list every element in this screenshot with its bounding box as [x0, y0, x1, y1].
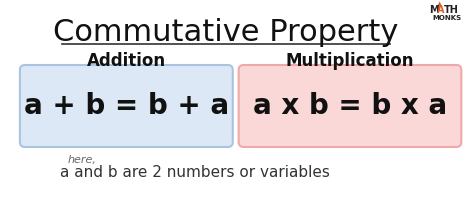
- Polygon shape: [438, 2, 442, 6]
- Text: M: M: [429, 5, 439, 15]
- Text: MONKS: MONKS: [432, 15, 461, 21]
- Text: a x b = b x a: a x b = b x a: [253, 92, 447, 120]
- Text: a and b are 2 numbers or variables: a and b are 2 numbers or variables: [60, 165, 330, 180]
- Text: Commutative Property: Commutative Property: [53, 18, 399, 47]
- Text: a + b = b + a: a + b = b + a: [24, 92, 229, 120]
- Text: Multiplication: Multiplication: [286, 52, 414, 70]
- FancyBboxPatch shape: [20, 65, 233, 147]
- Text: TH: TH: [444, 5, 459, 15]
- Text: Addition: Addition: [87, 52, 166, 70]
- Text: here,: here,: [68, 155, 97, 165]
- Text: A: A: [437, 5, 445, 15]
- FancyBboxPatch shape: [238, 65, 461, 147]
